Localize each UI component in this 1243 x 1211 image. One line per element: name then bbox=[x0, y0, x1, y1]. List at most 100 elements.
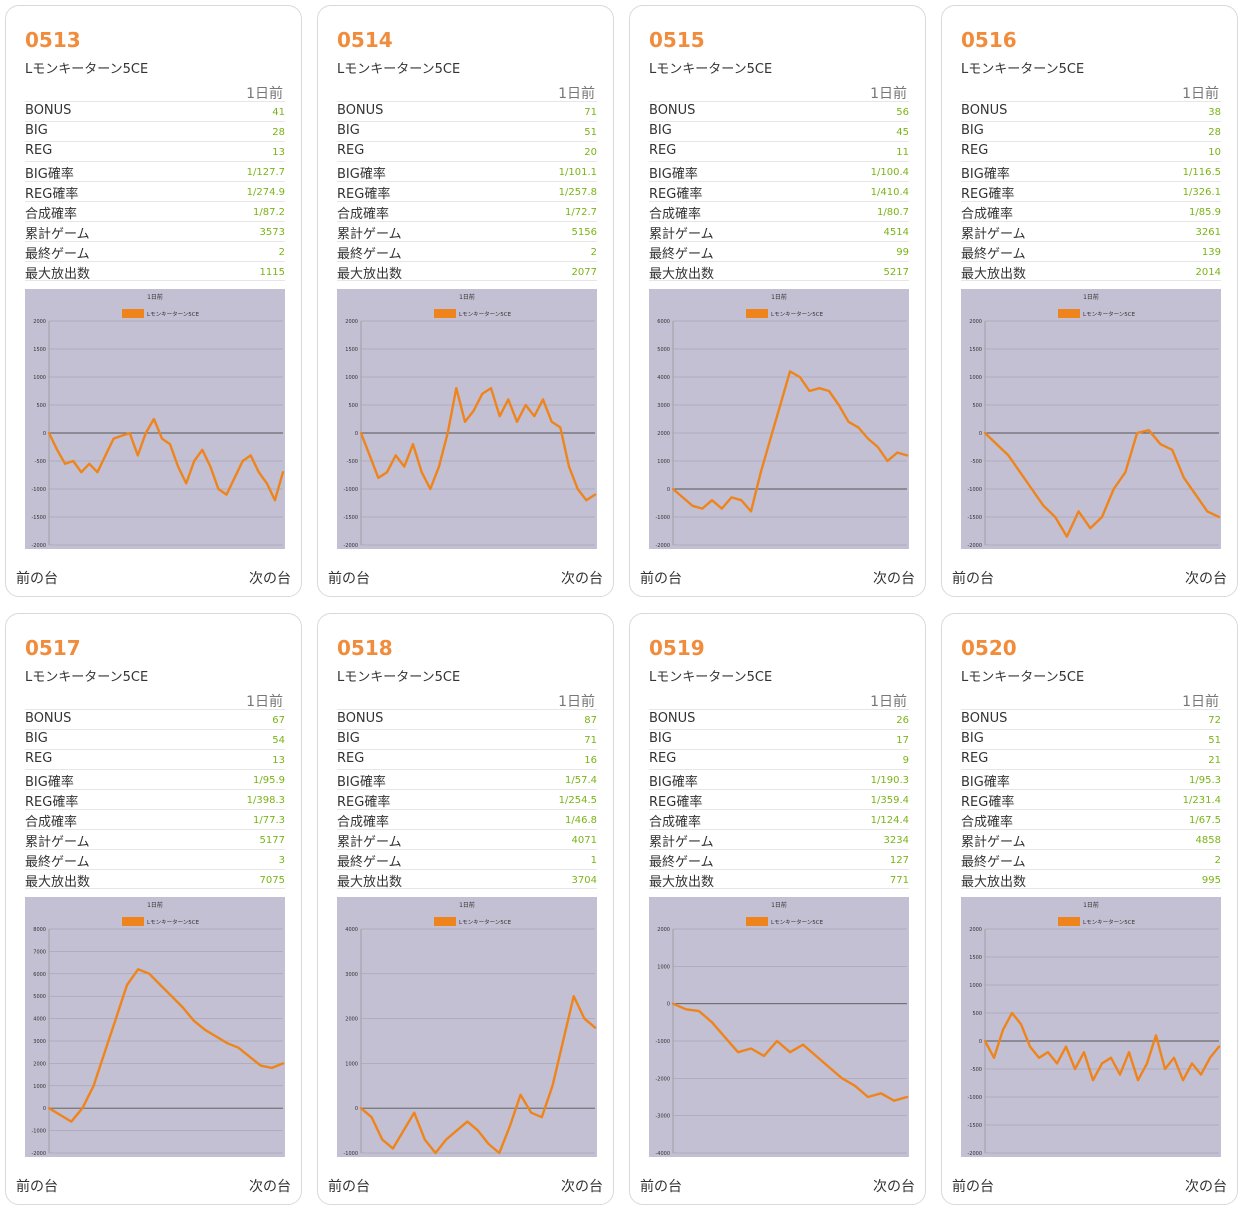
y-tick-label: 1000 bbox=[657, 964, 670, 970]
machine-number[interactable]: 0519 bbox=[649, 636, 705, 660]
graph-chart: 1日前 Lモンキーターン5CE 4000 3000 2000 1000 0 -1000 bbox=[337, 897, 597, 1157]
chart-title: 1日前 bbox=[1083, 293, 1099, 301]
stat-value: 7075 bbox=[259, 875, 285, 886]
next-machine-link[interactable]: 次の台 bbox=[561, 1179, 603, 1195]
y-tick-label: 2000 bbox=[33, 1061, 46, 1067]
prev-machine-link[interactable]: 前の台 bbox=[16, 571, 58, 587]
y-tick-label: 8000 bbox=[33, 927, 46, 933]
prev-machine-link[interactable]: 前の台 bbox=[328, 571, 370, 587]
stat-label: REG確率 bbox=[25, 187, 79, 202]
next-machine-link[interactable]: 次の台 bbox=[249, 1179, 291, 1195]
stat-row: BIG確率 1/100.4 bbox=[649, 161, 909, 182]
stat-row: BIG確率 1/101.1 bbox=[337, 161, 597, 182]
machine-model: Lモンキーターン5CE bbox=[337, 62, 461, 77]
machine-number[interactable]: 0516 bbox=[961, 28, 1017, 52]
y-tick-label: -1000 bbox=[343, 487, 358, 493]
stat-label: 最大放出数 bbox=[25, 267, 91, 282]
y-tick-label: -500 bbox=[971, 459, 982, 465]
stat-row: REG確率 1/254.5 bbox=[337, 789, 597, 810]
stat-label: BONUS bbox=[961, 103, 1008, 118]
stat-value: 1/100.4 bbox=[870, 167, 909, 178]
legend-label: Lモンキーターン5CE bbox=[459, 918, 512, 926]
series-line bbox=[671, 1002, 909, 1102]
next-machine-link[interactable]: 次の台 bbox=[561, 571, 603, 587]
stat-row: 最大放出数 3704 bbox=[337, 869, 597, 890]
stat-row: BIG確率 1/95.3 bbox=[961, 769, 1221, 790]
y-tick-label: -1000 bbox=[967, 487, 982, 493]
prev-machine-link[interactable]: 前の台 bbox=[952, 571, 994, 587]
stat-row: BONUS 56 bbox=[649, 101, 909, 121]
machine-number[interactable]: 0514 bbox=[337, 28, 393, 52]
stat-label: 最終ゲーム bbox=[337, 247, 402, 262]
y-tick-label: 6000 bbox=[33, 972, 46, 978]
stat-value: 1115 bbox=[259, 267, 285, 278]
y-tick-label: 2000 bbox=[657, 431, 670, 437]
machine-number[interactable]: 0513 bbox=[25, 28, 81, 52]
next-machine-link[interactable]: 次の台 bbox=[1185, 571, 1227, 587]
graph-chart: 1日前 Lモンキーターン5CE 2000 1500 1000 500 0 -500 -1000 -… bbox=[25, 289, 285, 549]
next-machine-link[interactable]: 次の台 bbox=[873, 571, 915, 587]
y-tick-label: -2000 bbox=[967, 543, 982, 549]
machine-card: 0515 Lモンキーターン5CE 1日前 BONUS 56 BIG 45 REG 11 BIG確率… bbox=[629, 5, 926, 597]
stat-label: BONUS bbox=[649, 711, 696, 726]
stats-table: BONUS 67 BIG 54 REG 13 BIG確率 1/95.9 REG確率 1/398.3… bbox=[25, 709, 285, 890]
machine-number[interactable]: 0515 bbox=[649, 28, 705, 52]
stat-value: 1/85.9 bbox=[1189, 207, 1221, 218]
stat-label: 合成確率 bbox=[337, 815, 390, 830]
prev-machine-link[interactable]: 前の台 bbox=[16, 1179, 58, 1195]
machine-number[interactable]: 0520 bbox=[961, 636, 1017, 660]
stat-value: 1/231.4 bbox=[1182, 795, 1221, 806]
y-tick-label: -4000 bbox=[655, 1151, 670, 1157]
stat-value: 3573 bbox=[259, 227, 285, 238]
stat-row: REG 9 bbox=[649, 749, 909, 769]
stat-row: REG確率 1/257.8 bbox=[337, 181, 597, 202]
stat-label: REG確率 bbox=[649, 187, 703, 202]
y-tick-label: -1500 bbox=[343, 515, 358, 521]
y-tick-label: 4000 bbox=[345, 927, 358, 933]
stat-label: BIG確率 bbox=[25, 775, 74, 790]
stat-value: 3 bbox=[278, 855, 285, 866]
next-machine-link[interactable]: 次の台 bbox=[873, 1179, 915, 1195]
legend-label: Lモンキーターン5CE bbox=[771, 310, 824, 318]
machine-card: 0518 Lモンキーターン5CE 1日前 BONUS 87 BIG 71 REG 16 BIG確率… bbox=[317, 613, 614, 1205]
prev-machine-link[interactable]: 前の台 bbox=[328, 1179, 370, 1195]
stat-value: 13 bbox=[272, 755, 285, 766]
series-line bbox=[671, 370, 909, 513]
stat-row: BIG 28 bbox=[961, 121, 1221, 141]
stat-row: BONUS 38 bbox=[961, 101, 1221, 121]
stat-row: 最終ゲーム 99 bbox=[649, 241, 909, 262]
prev-machine-link[interactable]: 前の台 bbox=[640, 1179, 682, 1195]
day-header: 1日前 bbox=[870, 694, 907, 710]
stat-label: 合成確率 bbox=[649, 815, 702, 830]
stat-row: BONUS 72 bbox=[961, 709, 1221, 729]
stat-label: 最終ゲーム bbox=[649, 247, 714, 262]
stat-row: REG 20 bbox=[337, 141, 597, 161]
y-tick-label: -1500 bbox=[31, 515, 46, 521]
stat-value: 4071 bbox=[571, 835, 597, 846]
chart-title: 1日前 bbox=[147, 901, 163, 909]
machine-model: Lモンキーターン5CE bbox=[25, 62, 149, 77]
day-header: 1日前 bbox=[558, 86, 595, 102]
chart-svg: 1日前 Lモンキーターン5CE 2000 1500 1000 500 0 -500 -1000 -… bbox=[967, 293, 1221, 549]
machine-number[interactable]: 0517 bbox=[25, 636, 81, 660]
next-machine-link[interactable]: 次の台 bbox=[1185, 1179, 1227, 1195]
y-tick-label: 0 bbox=[979, 1039, 982, 1045]
stat-row: BIG 71 bbox=[337, 729, 597, 749]
stat-value: 13 bbox=[272, 147, 285, 158]
stat-value: 87 bbox=[584, 715, 597, 726]
stat-label: REG bbox=[649, 751, 677, 766]
prev-machine-link[interactable]: 前の台 bbox=[640, 571, 682, 587]
series-line bbox=[359, 995, 597, 1155]
y-tick-label: 1000 bbox=[969, 983, 982, 989]
stat-row: REG 13 bbox=[25, 141, 285, 161]
stat-label: BONUS bbox=[337, 711, 384, 726]
next-machine-link[interactable]: 次の台 bbox=[249, 571, 291, 587]
chart-title: 1日前 bbox=[459, 293, 475, 301]
stat-label: BIG確率 bbox=[649, 167, 698, 182]
prev-machine-link[interactable]: 前の台 bbox=[952, 1179, 994, 1195]
stat-row: BONUS 26 bbox=[649, 709, 909, 729]
machine-model: Lモンキーターン5CE bbox=[337, 670, 461, 685]
machine-number[interactable]: 0518 bbox=[337, 636, 393, 660]
stat-label: REG bbox=[961, 751, 989, 766]
y-tick-label: 0 bbox=[355, 1106, 358, 1112]
